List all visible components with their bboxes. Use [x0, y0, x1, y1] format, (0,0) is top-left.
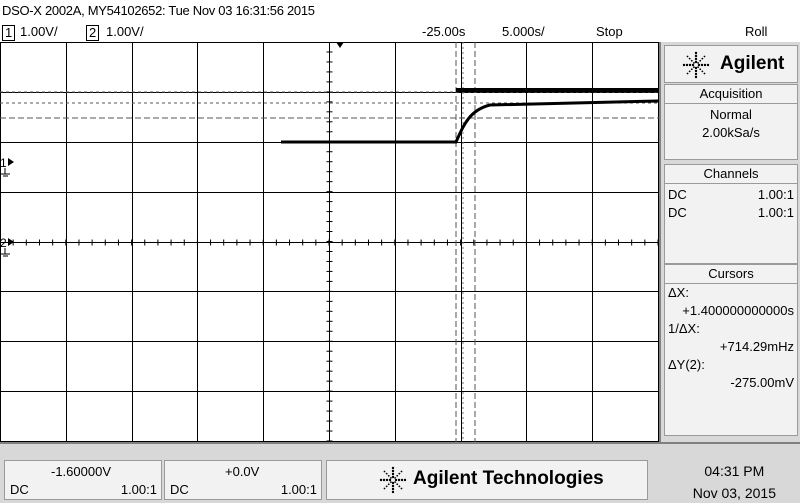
bottom-bar: -1.60000V DC 1.00:1 +0.0V DC 1.00:1 Agil… — [0, 442, 800, 503]
side-panel: Agilent Acquisition Normal 2.00kSa/s Cha… — [659, 42, 800, 442]
channel-row[interactable]: DC 1.00:1 — [668, 187, 794, 202]
sample-rate: 2.00kSa/s — [702, 125, 760, 140]
dx-label: ΔX: — [668, 285, 689, 300]
ch1-coupling: DC — [10, 482, 29, 497]
agilent-logo: Agilent — [664, 45, 798, 83]
spark-icon — [379, 466, 407, 494]
cursors-header: Cursors — [665, 265, 797, 284]
ch2-number[interactable]: 2 — [86, 25, 100, 41]
inv-dx-value: +714.29mHz — [719, 339, 794, 354]
window-title: DSO-X 2002A, MY54102652: Tue Nov 03 16:3… — [2, 3, 315, 18]
spark-icon — [682, 51, 710, 79]
clock-time: 04:31 PM — [704, 463, 765, 479]
acquisition-panel[interactable]: Acquisition Normal 2.00kSa/s — [664, 84, 798, 160]
cursors-panel[interactable]: Cursors ΔX: +1.400000000000s 1/ΔX: +714.… — [664, 264, 798, 436]
ch2-info-box[interactable]: +0.0V DC 1.00:1 — [164, 460, 322, 500]
ch2-trace — [281, 99, 659, 144]
channels-header: Channels — [665, 165, 797, 184]
inv-dx-label: 1/ΔX: — [668, 321, 700, 336]
ch2-ground-marker: 2 — [0, 236, 14, 257]
dy-label: ΔY(2): — [668, 357, 705, 372]
time-scale[interactable]: 5.000s/ — [502, 24, 545, 39]
company-box — [326, 460, 648, 500]
clock: 04:31 PM Nov 03, 2015 — [693, 460, 776, 504]
ch1-offset: -1.60000V — [51, 464, 111, 479]
clock-date: Nov 03, 2015 — [692, 485, 776, 501]
acquisition-mode: Roll — [745, 24, 768, 39]
graticule: 1 2 — [0, 41, 659, 442]
run-state[interactable]: Stop — [596, 24, 623, 39]
waveform-display[interactable]: 1 2 — [0, 41, 659, 442]
svg-text:1: 1 — [0, 156, 7, 170]
acquisition-mode-value: Normal — [710, 107, 752, 122]
ch2-coupling: DC — [170, 482, 189, 497]
status-bar: 1 1.00V/ 2 1.00V/ -25.00s 5.000s/ Stop R… — [0, 22, 800, 42]
channel-row[interactable]: DC 1.00:1 — [668, 205, 794, 220]
svg-text:2: 2 — [0, 236, 7, 250]
time-offset[interactable]: -25.00s — [422, 24, 466, 39]
ch2-probe: 1.00:1 — [280, 482, 317, 497]
ch1-info-box[interactable]: -1.60000V DC 1.00:1 — [4, 460, 162, 500]
channels-panel[interactable]: Channels DC 1.00:1 DC 1.00:1 — [664, 164, 798, 264]
ch2-offset: +0.0V — [225, 464, 260, 479]
dy-value: -275.00mV — [730, 375, 794, 390]
acquisition-header: Acquisition — [665, 85, 797, 104]
ch2-scale[interactable]: 1.00V/ — [106, 24, 144, 39]
ch1-probe: 1.00:1 — [120, 482, 157, 497]
ch1-ground-marker: 1 — [0, 156, 14, 177]
ch1-number[interactable]: 1 — [2, 25, 16, 41]
dx-value: +1.400000000000s — [682, 303, 794, 318]
ch1-scale[interactable]: 1.00V/ — [20, 24, 58, 39]
trigger-marker — [336, 42, 344, 48]
